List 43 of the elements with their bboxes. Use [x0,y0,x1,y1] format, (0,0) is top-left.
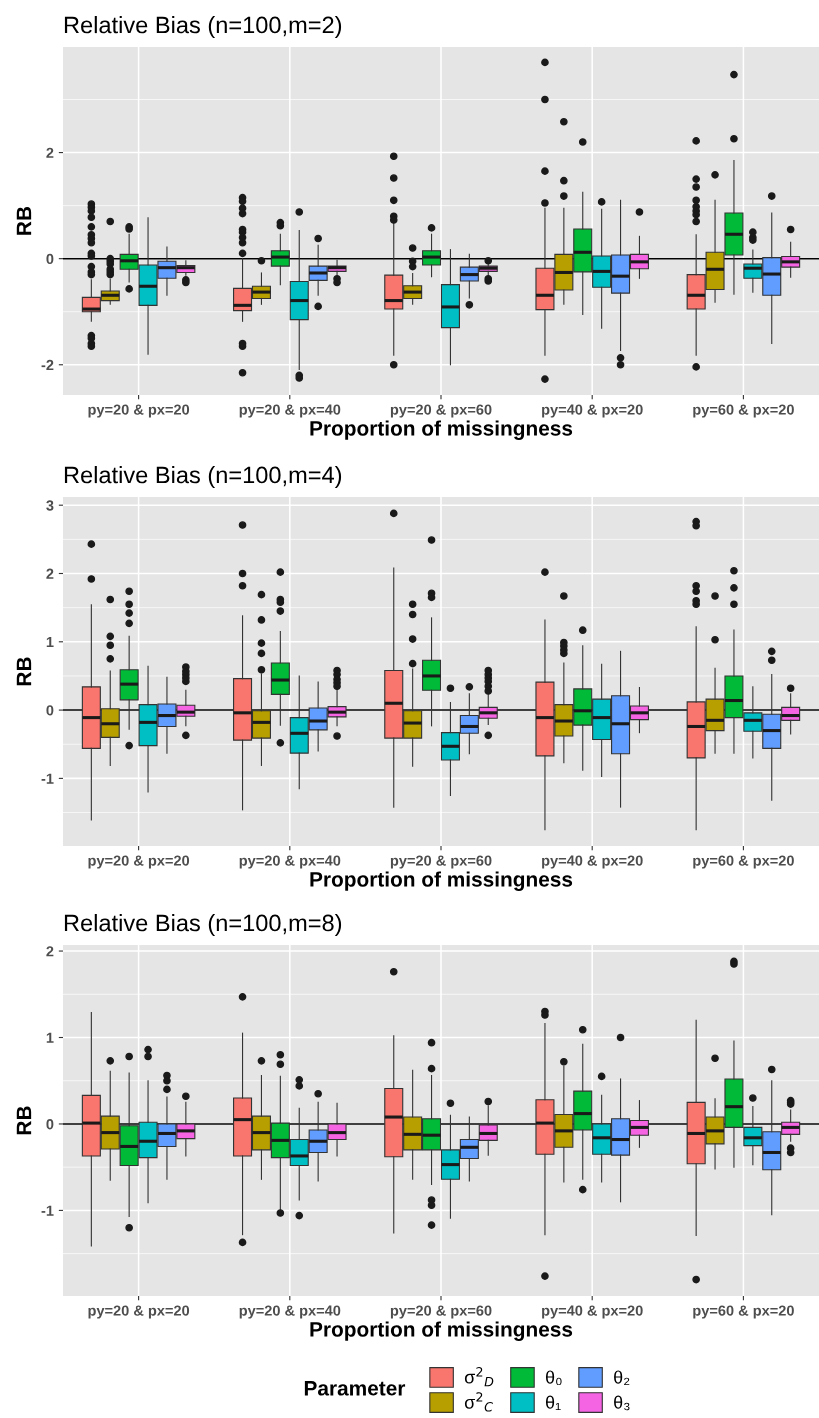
legend-label: θ₃ [614,1395,630,1411]
x-tick-label: py=40 & px=20 [542,855,643,869]
x-axis-title: Proportion of missingness [310,871,573,891]
y-axis-title: RB [16,1106,32,1135]
x-tick-label: py=20 & px=20 [88,404,190,418]
y-tick-label: 2 [46,946,54,957]
y-tick-label: 1 [46,1032,54,1043]
y-tick-label: 0 [46,253,54,265]
y-tick-label: 2 [46,147,54,158]
y-tick-label: -2 [41,359,54,371]
legend-label: σ$^{2}$$_{D}$ [464,1367,494,1387]
x-tick-label: py=20 & px=60 [390,1305,492,1319]
x-tick-label: py=20 & px=40 [239,404,341,418]
y-tick-label: -1 [41,1205,54,1216]
y-tick-label: 0 [46,1119,54,1130]
y-tick-label: -1 [41,773,54,784]
chart-title: Relative Bias (n=100,m=8) [64,914,342,936]
legend-label: θ₁ [545,1395,561,1411]
x-tick-label: py=60 & px=20 [693,404,794,418]
y-tick-label: 3 [46,500,54,511]
y-axis-title: RB [16,206,32,235]
x-axis-title: Proportion of missingness [310,1321,573,1341]
x-tick-label: py=40 & px=20 [542,1305,643,1319]
y-tick-label: 2 [46,568,54,579]
chart-title: Relative Bias (n=100,m=2) [64,16,342,38]
y-axis-title: RB [16,657,32,686]
x-tick-label: py=20 & px=20 [88,1305,190,1319]
x-tick-label: py=20 & px=40 [239,855,341,869]
y-tick-label: 0 [46,705,54,716]
legend-title: Parameter [304,1381,406,1396]
chart-title: Relative Bias (n=100,m=4) [64,466,342,488]
legend-label: σ$^{2}$$_{C}$ [464,1392,493,1412]
x-tick-label: py=20 & px=40 [239,1305,341,1319]
x-tick-label: py=60 & px=20 [693,855,794,869]
x-tick-label: py=20 & px=60 [390,855,492,869]
x-tick-label: py=20 & px=20 [88,855,190,869]
x-tick-label: py=20 & px=60 [390,404,492,418]
legend-label: θ₂ [614,1370,630,1386]
legend-label: θ₀ [545,1370,562,1386]
x-tick-label: py=60 & px=20 [693,1305,794,1319]
y-tick-label: 1 [46,637,54,648]
x-axis-title: Proportion of missingness [310,420,573,440]
x-tick-label: py=40 & px=20 [542,404,643,418]
